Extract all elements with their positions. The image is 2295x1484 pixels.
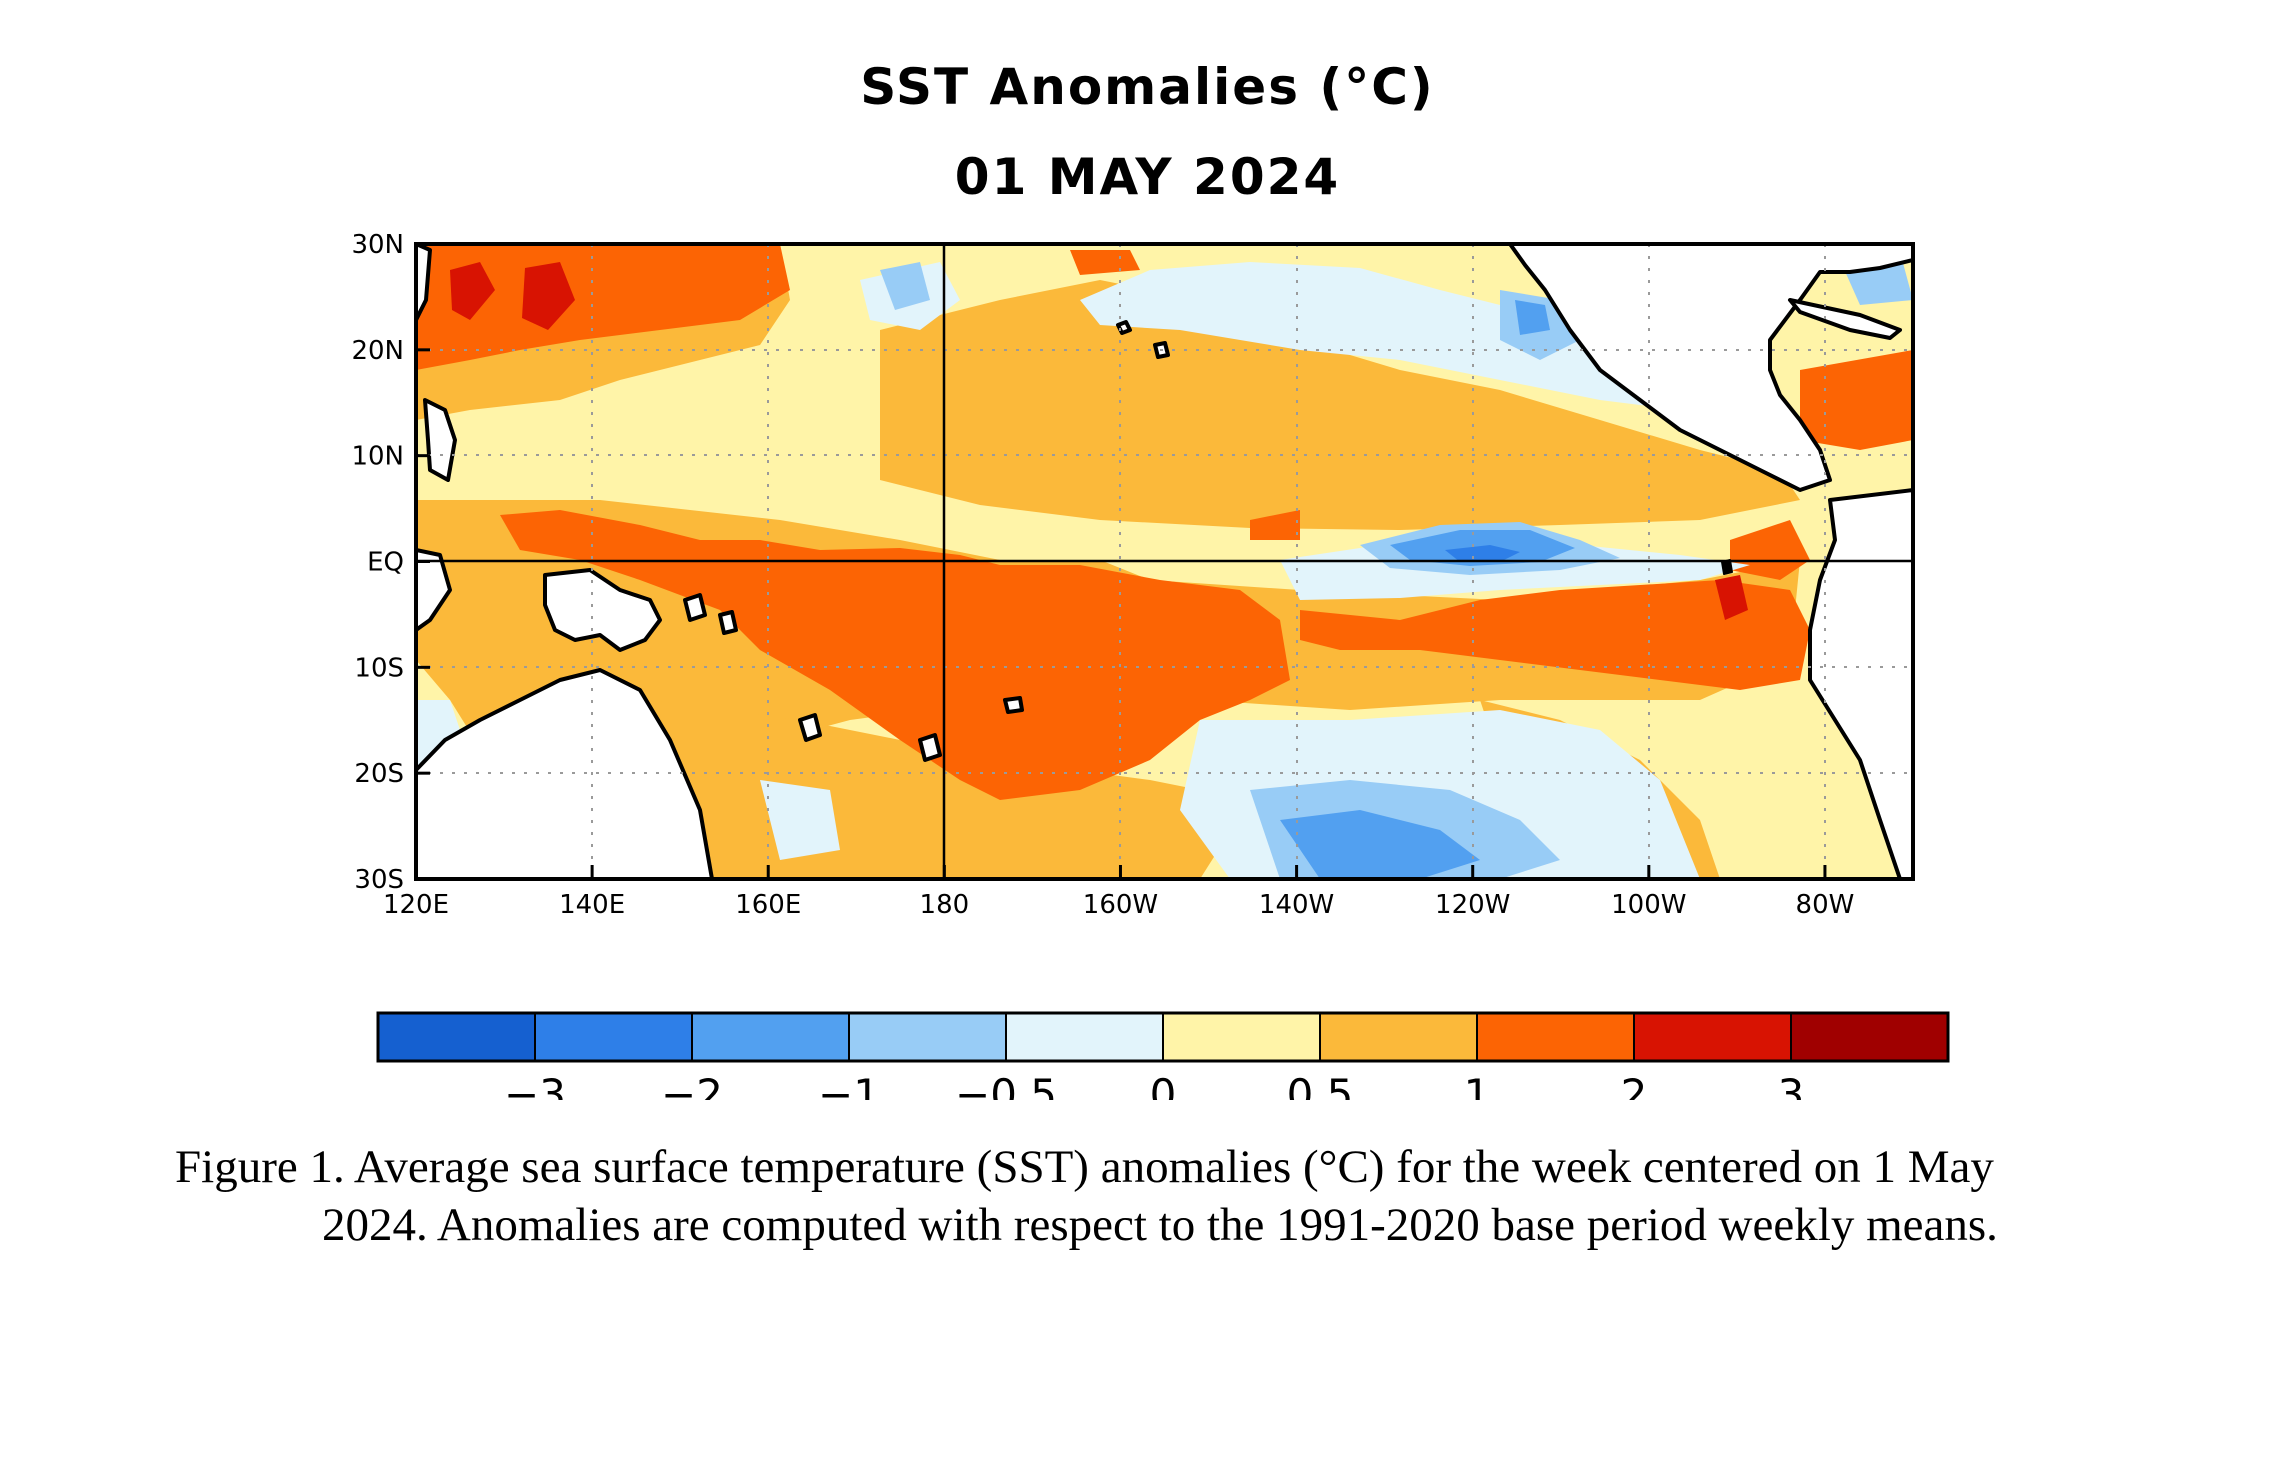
colorbar-swatch	[1633, 1012, 1792, 1062]
figure-caption-line-1: Figure 1. Average sea surface temperatur…	[175, 1141, 1994, 1193]
x-tick-label: 180	[920, 890, 970, 920]
colorbar-swatch	[1476, 1012, 1635, 1062]
figure-caption-line-2: 2024. Anomalies are computed with respec…	[322, 1199, 1998, 1251]
region-north-central-warm	[880, 280, 1800, 530]
colorbar-tick-label: 0	[1150, 1070, 1177, 1100]
land-islands-1	[683, 593, 707, 622]
colorbar-swatch	[1790, 1012, 1949, 1062]
y-tick-label: EQ	[367, 548, 404, 578]
land-philippines	[423, 398, 457, 482]
colorbar-swatch	[534, 1012, 693, 1062]
y-tick-label: 30N	[351, 230, 404, 260]
colorbar-swatch	[377, 1012, 536, 1062]
y-tick-label: 20N	[351, 336, 404, 366]
region-s-light-2	[760, 780, 840, 860]
y-tick-label: 30S	[354, 865, 404, 895]
x-tick-label: 140W	[1259, 890, 1334, 920]
colorbar-tick-label: 2	[1621, 1070, 1648, 1100]
land-islands-4	[918, 733, 942, 762]
region-equatorial-west-hot	[500, 510, 1290, 800]
land-new-guinea	[543, 568, 662, 652]
land-asia	[416, 244, 432, 322]
region-ne-cold	[1515, 300, 1550, 335]
colorbar-swatch	[848, 1012, 1007, 1062]
x-tick-label: 120W	[1435, 890, 1510, 920]
colorbar-swatch	[1319, 1012, 1478, 1062]
chart-subtitle: 01 MAY 2024	[954, 148, 1341, 206]
y-tick-label: 10S	[354, 653, 404, 683]
region-east-very-hot	[1715, 575, 1748, 620]
colorbar-tick-label: 0.5	[1287, 1070, 1354, 1100]
land-islands-2	[718, 610, 738, 635]
land-maritime-se-asia	[416, 548, 452, 632]
region-nw-very-hot-1	[450, 262, 495, 320]
anomaly-field	[416, 244, 1913, 879]
land-hawaii	[1116, 320, 1132, 335]
colorbar-tick-label: −2	[661, 1070, 723, 1100]
x-tick-label: 80W	[1796, 890, 1855, 920]
land-australia	[416, 668, 714, 879]
colorbar-tick-label: −1	[818, 1070, 880, 1100]
land-islands-5	[1003, 696, 1024, 714]
colorbar-tick-label: −3	[504, 1070, 566, 1100]
region-n-cool-spot	[880, 262, 930, 310]
region-nw-very-hot-2	[522, 262, 575, 330]
land-cuba	[1788, 298, 1902, 340]
region-n-central-hot-spot	[1250, 510, 1300, 540]
colorbar-swatch	[691, 1012, 850, 1062]
colorbar-tick-label: −0.5	[955, 1070, 1057, 1100]
x-tick-label: 160W	[1083, 890, 1158, 920]
colorbar-swatch	[1162, 1012, 1321, 1062]
land-south-america	[1808, 488, 1913, 879]
chart-title: SST Anomalies (°C)	[860, 58, 1435, 116]
map-coastline	[416, 244, 1913, 879]
x-tick-label: 120E	[383, 890, 449, 920]
region-ne-hot-spot	[1070, 250, 1140, 275]
land-north-america	[1508, 244, 1913, 492]
grid-lines	[416, 244, 1913, 879]
x-tick-label: 100W	[1611, 890, 1686, 920]
y-tick-label: 20S	[354, 759, 404, 789]
y-tick-label: 10N	[351, 442, 404, 472]
region-nw-hot	[416, 244, 790, 370]
colorbar-frame	[376, 1011, 1950, 1063]
region-s-cold	[1280, 810, 1480, 879]
plot-area	[416, 244, 1913, 879]
colorbar-tick-label: 3	[1778, 1070, 1805, 1100]
region-ne-light	[1080, 262, 1720, 410]
sst-anomaly-chart: 120E 140E 160E 180 160W 140W 120W 100W 80W 30N 20N…	[351, 230, 1950, 1100]
x-tick-label: 160E	[735, 890, 801, 920]
region-eq-very-cold	[1445, 545, 1520, 562]
region-equatorial-east-hot	[1300, 580, 1810, 690]
x-tick-label: 140E	[559, 890, 625, 920]
axes: 120E 140E 160E 180 160W 140W 120W 100W 80W 30N 20N…	[351, 230, 1854, 920]
colorbar-tick-label: 1	[1464, 1070, 1491, 1100]
land-islands-3	[798, 713, 822, 742]
colorbar-swatch	[1005, 1012, 1164, 1062]
colorbar: −3 −2 −1 −0.5 0 0.5 1 2 3	[376, 1011, 1950, 1100]
region-caribbean-hot	[1800, 350, 1913, 450]
